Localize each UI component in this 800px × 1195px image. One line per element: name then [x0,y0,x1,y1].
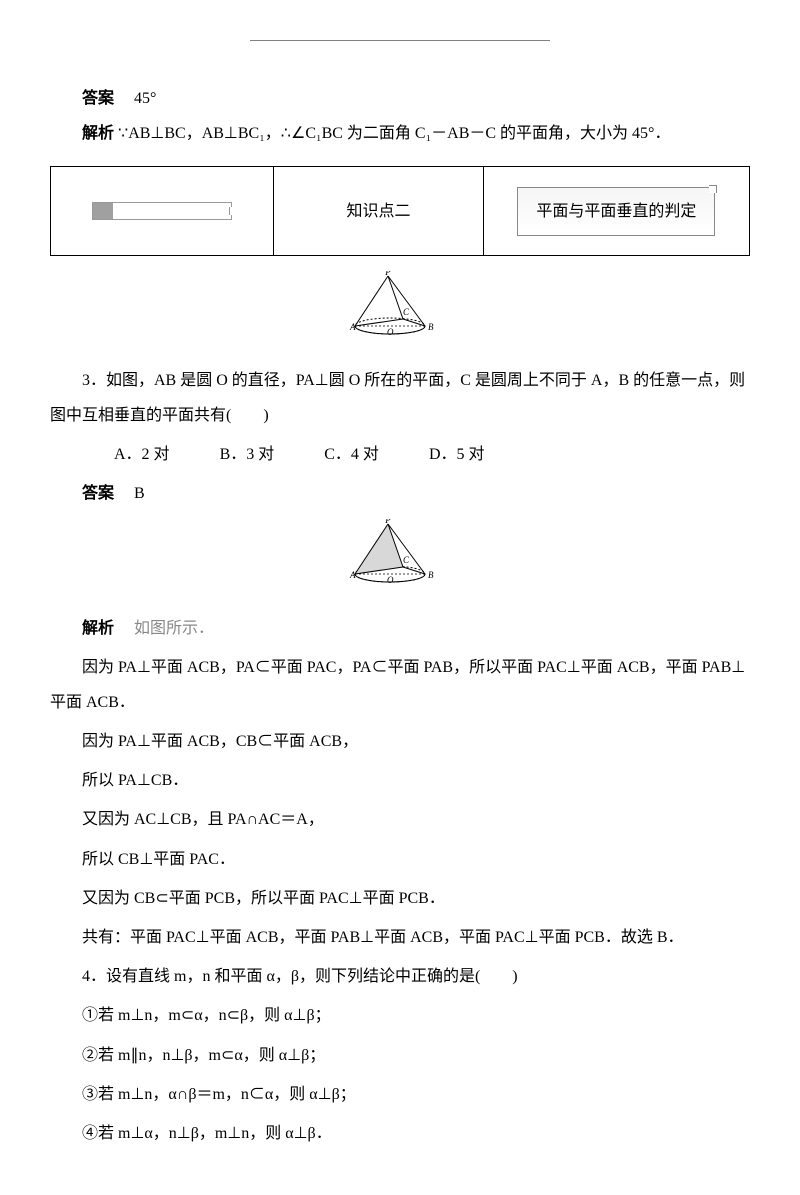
svg-text:A: A [349,322,356,332]
q3-explain-p2: 因为 PA⊥平面 ACB，CB⊂平面 ACB， [50,724,750,759]
geometry-diagram-2: P A B C O [345,519,455,589]
svg-text:C: C [403,555,410,565]
svg-text:O: O [387,575,394,585]
q3-option-a: A．2 对 [82,437,170,472]
explain-label: 解析 [82,125,114,142]
badge-corner-icon [709,185,717,193]
q4-item2: ②若 m∥n，n⊥β，m⊂α，则 α⊥β； [50,1038,750,1073]
table-cell-progress [51,167,274,255]
q3-explain-p4: 又因为 AC⊥CB，且 PA∩AC＝A， [50,802,750,837]
q3-explain-intro-text: 如图所示． [118,620,214,637]
table-cell-topic: 平面与平面垂直的判定 [484,167,749,255]
q3-answer-value: B [118,485,145,502]
q3-explain-p1: 因为 PA⊥平面 ACB，PA⊂平面 PAC，PA⊂平面 PAB，所以平面 PA… [50,650,750,720]
figure-1: P A B C O [50,271,750,354]
q3-answer-line: 答案 B [50,476,750,511]
q4-item1: ①若 m⊥n，m⊂α，n⊂β，则 α⊥β； [50,998,750,1033]
q4-text: 4．设有直线 m，n 和平面 α，β，则下列结论中正确的是( ) [50,959,750,994]
sec1-explain-text: ∵AB⊥BC，AB⊥BC₁，∴∠C₁BC 为二面角 C₁－AB－C 的平面角，大… [118,125,670,142]
svg-text:O: O [387,327,394,337]
sec1-explain: 解析 ∵AB⊥BC，AB⊥BC₁，∴∠C₁BC 为二面角 C₁－AB－C 的平面… [50,116,750,151]
q3-explain-intro: 解析 如图所示． [50,611,750,646]
q3-option-d: D．5 对 [397,437,485,472]
knowledge-table: 知识点二 平面与平面垂直的判定 [50,166,750,256]
geometry-diagram-1: P A B C O [345,271,455,341]
q3-options: A．2 对 B．3 对 C．4 对 D．5 对 [50,437,750,472]
svg-text:C: C [403,307,410,317]
q4-item4: ④若 m⊥α，n⊥β，m⊥n，则 α⊥β． [50,1116,750,1151]
sec1-answer-line: 答案 45° [50,81,750,116]
svg-text:A: A [349,570,356,580]
knowledge-label: 知识点二 [347,194,411,229]
table-cell-label: 知识点二 [274,167,483,255]
answer-label-2: 答案 [82,485,114,502]
sec1-answer-value: 45° [118,90,156,107]
q3-explain-p6: 又因为 CB⊂平面 PCB，所以平面 PAC⊥平面 PCB． [50,881,750,916]
q3-explain-p3: 所以 PA⊥CB． [50,763,750,798]
top-rule [250,40,550,41]
q3-text: 3．如图，AB 是圆 O 的直径，PA⊥圆 O 所在的平面，C 是圆周上不同于 … [50,363,750,433]
figure-2: P A B C O [50,519,750,602]
q3-option-c: C．4 对 [292,437,379,472]
q3-option-b: B．3 对 [188,437,275,472]
q4-item3: ③若 m⊥n，α∩β＝m，n⊂α，则 α⊥β； [50,1077,750,1112]
svg-text:P: P [384,271,391,277]
svg-text:B: B [428,570,434,580]
progress-bar [92,202,232,220]
q3-explain-p5: 所以 CB⊥平面 PAC． [50,842,750,877]
svg-text:B: B [428,322,434,332]
answer-label: 答案 [82,90,114,107]
progress-notch [229,207,233,215]
progress-fill [93,203,113,219]
svg-text:P: P [384,519,391,525]
topic-badge: 平面与平面垂直的判定 [517,187,715,236]
topic-text: 平面与平面垂直的判定 [536,203,696,220]
explain-label-2: 解析 [82,620,114,637]
q3-explain-p7: 共有：平面 PAC⊥平面 ACB，平面 PAB⊥平面 ACB，平面 PAC⊥平面… [50,920,750,955]
